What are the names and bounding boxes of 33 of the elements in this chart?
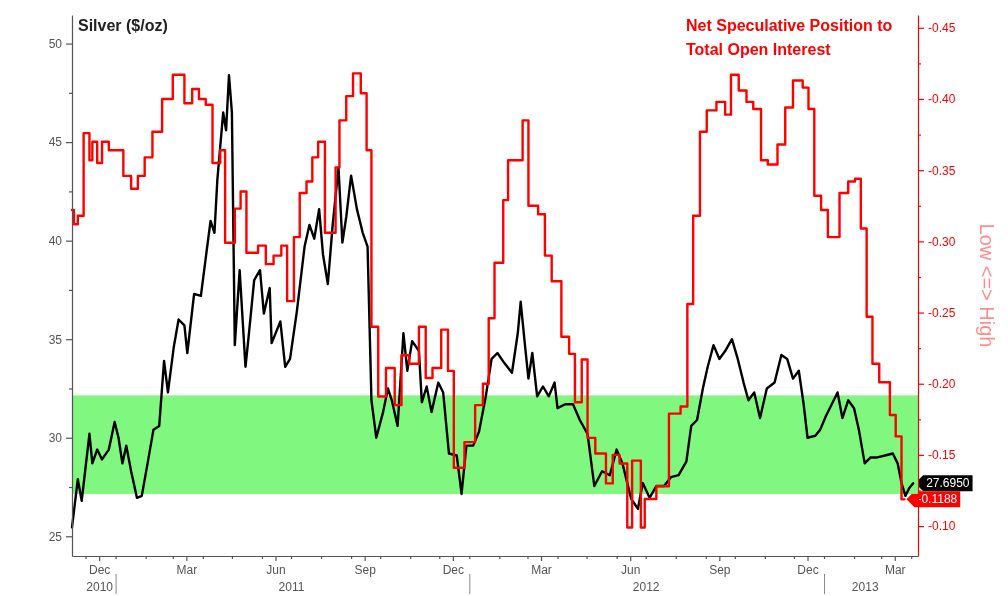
x-tick-label: Mar [531, 562, 552, 577]
y-tick-label: 35 [48, 332, 63, 347]
x-tick-label: Jun [266, 562, 286, 577]
y-tick-label: 40 [48, 234, 63, 248]
y2-tick-label: -0.45 [928, 21, 956, 36]
x-tick-label: Sep [354, 562, 377, 577]
y2-tick-label: -0.35 [928, 163, 956, 178]
text: Net Speculative Position to Total Open Interest [686, 17, 893, 58]
y2-tick-label: -0.40 [928, 92, 956, 107]
y2-tick-label: -0.30 [928, 234, 956, 249]
y-tick-label: 30 [48, 431, 63, 446]
x-tick-label: Dec [88, 562, 111, 577]
x2-tick-label: 2010 [86, 579, 114, 594]
y2-tick-label: -0.15 [928, 448, 956, 463]
x-tick-label: Mar [884, 562, 906, 577]
x-tick-label: Jun [621, 562, 641, 577]
y-tick-label: 50 [48, 36, 63, 51]
y2-axis-title: Low <=> High [976, 223, 998, 348]
data-label: -0.1188 [917, 492, 958, 507]
x2-tick-label: 2012 [632, 579, 660, 594]
y-tick-label: 25 [48, 529, 63, 544]
y2-tick-label: -0.10 [928, 519, 956, 534]
x-tick-label: Dec [442, 562, 465, 577]
x2-tick-label: 2011 [278, 579, 305, 594]
y-axis-title: Silver ($/oz) [78, 17, 168, 34]
x2-tick-label: 2013 [851, 579, 879, 594]
x-tick-label: Sep [709, 562, 731, 577]
x-tick-label: Mar [176, 562, 198, 577]
y2-tick-label: -0.25 [928, 305, 956, 320]
y-tick-label: 45 [48, 135, 63, 150]
x-tick-label: Dec [797, 562, 819, 577]
y2-tick-label: -0.20 [928, 377, 956, 392]
data-label: 27.6950 [926, 476, 970, 491]
